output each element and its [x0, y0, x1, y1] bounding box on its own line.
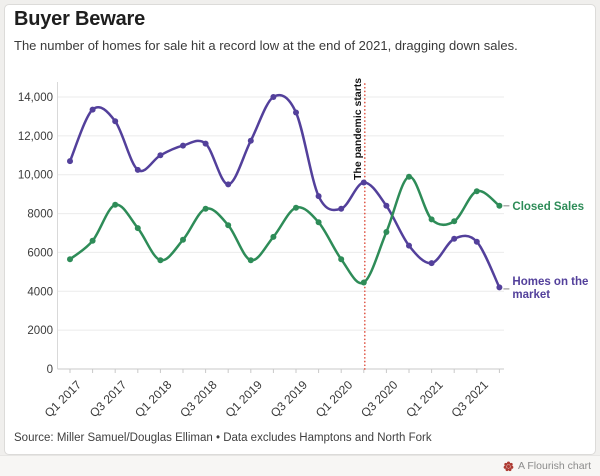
- svg-text:Q3 2019: Q3 2019: [268, 377, 311, 420]
- svg-text:market: market: [512, 289, 550, 301]
- svg-text:0: 0: [47, 364, 53, 376]
- svg-text:Q3 2017: Q3 2017: [87, 377, 130, 420]
- svg-text:Closed Sales: Closed Sales: [512, 201, 584, 213]
- flourish-credit-link[interactable]: A Flourish chart: [503, 460, 591, 472]
- page-title: Buyer Beware: [14, 8, 145, 30]
- source-note: Source: Miller Samuel/Douglas Elliman • …: [14, 432, 432, 444]
- svg-text:Q1 2019: Q1 2019: [222, 377, 265, 420]
- svg-text:Q3 2018: Q3 2018: [177, 377, 220, 420]
- svg-text:4000: 4000: [27, 286, 53, 298]
- svg-text:2000: 2000: [27, 325, 53, 337]
- svg-text:Q1 2017: Q1 2017: [42, 377, 85, 420]
- svg-text:6000: 6000: [27, 247, 53, 259]
- svg-text:Q3 2020: Q3 2020: [358, 377, 401, 420]
- svg-text:Q1 2020: Q1 2020: [313, 377, 356, 420]
- svg-text:12,000: 12,000: [18, 131, 53, 143]
- chart-card: [4, 4, 596, 455]
- chart-subtitle: The number of homes for sale hit a recor…: [14, 38, 518, 53]
- svg-text:8000: 8000: [27, 209, 53, 221]
- svg-text:Q1 2021: Q1 2021: [403, 377, 446, 420]
- footer-bar: A Flourish chart: [0, 455, 600, 476]
- svg-text:Q1 2018: Q1 2018: [132, 377, 175, 420]
- flourish-flower-icon: [503, 461, 514, 471]
- svg-text:14,000: 14,000: [18, 92, 53, 104]
- svg-text:10,000: 10,000: [18, 170, 53, 182]
- svg-text:Q3 2021: Q3 2021: [448, 377, 491, 420]
- flourish-credit-label: A Flourish chart: [518, 460, 591, 472]
- svg-text:Homes on the: Homes on the: [512, 276, 588, 288]
- svg-text:The pandemic starts: The pandemic starts: [352, 78, 364, 180]
